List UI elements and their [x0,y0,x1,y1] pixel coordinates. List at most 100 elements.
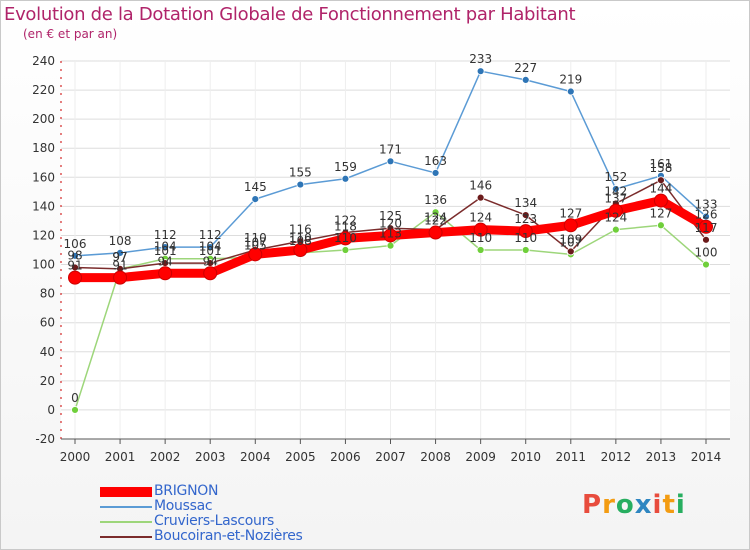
y-tick-label: 40 [40,345,55,359]
y-tick-label: 240 [32,54,55,68]
legend-label: Cruviers-Lascours [154,513,275,529]
proxiti-logo: Proxiti [582,490,686,520]
data-label: 124 [469,211,492,225]
data-point [476,67,485,76]
logo-letter: P [582,490,603,520]
x-tick-label: 2007 [375,450,406,464]
data-point [521,246,530,254]
data-label: 94 [203,254,218,268]
data-point [71,251,79,260]
data-label: 113 [379,227,402,241]
data-point [338,231,353,246]
data-label: 110 [334,231,357,245]
data-point [611,185,620,193]
data-label: 104 [154,240,177,254]
x-tick-label: 2008 [420,450,451,464]
data-point [428,225,443,240]
data-point [203,266,218,281]
data-label: 158 [649,161,672,175]
x-tick-label: 2000 [60,450,91,464]
y-tick-label: 140 [32,199,55,213]
data-point [518,224,533,239]
data-label: 97 [112,250,127,264]
data-label: 91 [112,259,127,273]
data-label: 118 [334,219,357,233]
data-label: 133 [695,198,718,212]
data-point [566,87,575,96]
data-point [116,249,124,257]
data-label: 233 [469,52,492,66]
chart-subtitle: (en € et par an) [23,27,118,41]
data-label: 107 [559,235,582,249]
data-point [476,246,485,254]
data-label: 159 [334,160,357,174]
data-point [158,266,173,281]
data-label: 124 [424,211,447,225]
data-point [248,247,263,262]
data-label: 107 [244,235,267,249]
data-point [68,270,82,285]
data-point [431,169,440,177]
data-label: 146 [469,179,492,193]
x-tick-label: 2010 [510,450,541,464]
legend-swatch [100,521,152,523]
data-point [293,243,308,257]
legend-label: BRIGNON [154,483,219,499]
data-label: 120 [379,216,402,230]
x-tick-label: 2006 [330,450,361,464]
data-label: 152 [604,170,627,184]
y-tick-label: 120 [32,228,55,242]
data-label: 105 [244,238,267,252]
x-tick-label: 2011 [556,450,587,464]
data-point [563,218,578,233]
data-label: 227 [514,61,537,75]
data-label: 116 [289,222,312,236]
x-tick-label: 2012 [601,450,632,464]
logo-letter: t [662,490,676,520]
data-point [653,193,668,208]
chart-title: Evolution de la Dotation Globale de Fonc… [4,4,576,25]
data-point [657,176,665,185]
data-point [566,247,575,256]
data-label: 144 [649,182,672,196]
y-tick-label: 220 [32,83,55,97]
data-label: 109 [559,232,582,246]
data-point [473,222,488,237]
logo-letter: r [602,490,616,520]
y-tick-label: 80 [40,287,55,301]
data-point [699,219,713,234]
data-label: 161 [649,157,672,171]
x-tick-label: 2002 [150,450,181,464]
data-point [206,243,215,251]
data-label: 110 [244,231,267,245]
y-tick-label: 100 [32,258,55,272]
data-label: 0 [71,391,79,405]
data-label: 122 [424,214,447,228]
legend-swatch [100,487,152,497]
data-label: 137 [604,192,627,206]
data-label: 110 [289,231,312,245]
data-label: 91 [67,259,82,273]
y-tick-label: 160 [32,170,55,184]
legend-label: Boucoiran-et-Nozières [154,528,303,544]
data-label: 94 [158,254,173,268]
data-point [341,246,350,254]
data-point [521,76,530,84]
y-tick-label: 0 [47,403,55,417]
data-label: 122 [334,214,357,228]
data-label: 134 [514,196,537,210]
data-point [71,406,79,414]
x-tick-label: 2014 [691,450,722,464]
data-label: 101 [154,244,177,258]
data-label: 104 [199,240,222,254]
data-point [296,180,305,189]
data-label: 106 [64,237,87,251]
data-point [521,211,530,220]
plot-area [61,61,730,439]
data-label: 126 [695,208,718,222]
x-tick-label: 2005 [285,450,316,464]
x-tick-label: 2009 [465,450,496,464]
data-label: 142 [604,184,627,198]
data-label: 219 [559,73,582,87]
logo-letter: x [634,490,653,520]
